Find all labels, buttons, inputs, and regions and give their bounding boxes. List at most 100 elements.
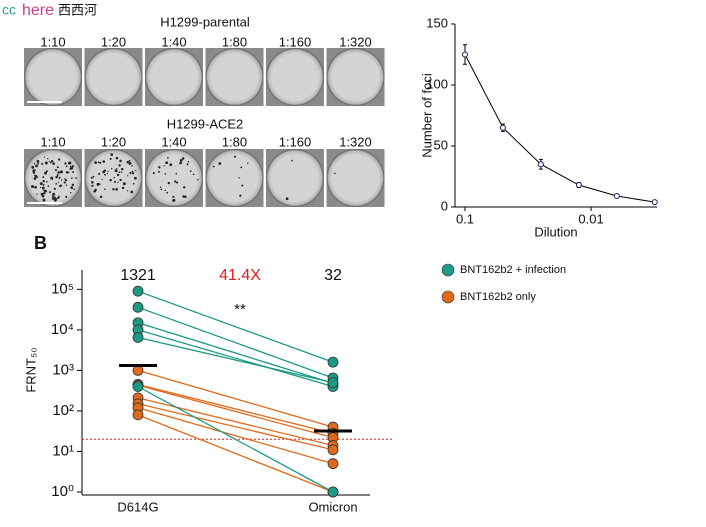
point (651, 199, 658, 206)
focus (111, 168, 113, 170)
dilution-label: 1:320 (339, 34, 372, 49)
focus (65, 165, 68, 168)
focus (34, 169, 36, 171)
focus (159, 186, 162, 188)
focus (115, 187, 118, 191)
focus (31, 185, 35, 189)
dot (327, 377, 339, 389)
dot (132, 285, 144, 297)
focus (218, 162, 222, 165)
focus (122, 182, 126, 186)
focus (67, 171, 70, 174)
focus (134, 176, 137, 180)
focus (112, 188, 115, 191)
y-tick-label: 100 (426, 76, 448, 91)
focus (73, 188, 75, 191)
focus (109, 178, 112, 182)
focus (33, 162, 36, 165)
focus (57, 181, 60, 184)
focus (189, 170, 192, 173)
focus (118, 171, 121, 174)
well (205, 48, 264, 106)
focus (164, 173, 167, 175)
focus (45, 180, 48, 183)
focus (69, 191, 72, 194)
well (24, 48, 82, 106)
focus (36, 160, 40, 163)
focus (72, 171, 75, 174)
focus (43, 192, 46, 195)
pair-line (137, 322, 334, 384)
focus (50, 176, 54, 180)
focus (131, 165, 133, 167)
point (575, 182, 582, 189)
focus (48, 160, 50, 163)
focus (51, 178, 53, 181)
focus (172, 199, 175, 202)
focus (42, 183, 45, 186)
geomean-label: 1321 (120, 267, 156, 284)
focus (42, 198, 46, 202)
focus (44, 171, 47, 175)
pair-line (137, 336, 334, 384)
dot (132, 409, 144, 421)
focus (58, 176, 61, 179)
focus (41, 186, 45, 190)
focus (131, 170, 134, 173)
dot (327, 444, 339, 456)
focus (65, 171, 69, 174)
well (266, 48, 324, 106)
focus (128, 161, 132, 165)
focus (98, 183, 101, 185)
focus (35, 164, 38, 168)
pair-line (137, 384, 334, 439)
focus (174, 180, 177, 183)
dilution-label: 1:40 (161, 34, 186, 49)
focus (53, 187, 56, 190)
focus (55, 175, 58, 179)
pair-line (137, 369, 334, 428)
focus (192, 173, 195, 176)
focus (58, 195, 60, 198)
focus (48, 191, 51, 194)
significance: ** (234, 301, 246, 318)
fold-change: 41.4X (219, 267, 261, 284)
focus (158, 170, 160, 173)
focus (118, 164, 121, 167)
focus (65, 195, 68, 198)
focus (49, 161, 52, 164)
x-tick-label: 0.1 (456, 211, 474, 226)
focus (92, 175, 95, 178)
focus (39, 186, 42, 189)
watermark-site: 西西河 (58, 2, 97, 17)
focus (43, 189, 46, 192)
focus (96, 182, 100, 186)
focus (59, 170, 63, 174)
focus (160, 188, 163, 191)
point (537, 161, 544, 168)
point (613, 193, 620, 200)
x-axis-label: Dilution (534, 224, 577, 239)
focus (285, 197, 289, 201)
focus (110, 153, 114, 156)
well (145, 48, 203, 106)
well (145, 149, 203, 207)
focus (103, 169, 107, 172)
panel-label: B (34, 233, 47, 253)
well (205, 149, 264, 207)
watermark-word: here (22, 2, 54, 19)
focus (238, 177, 240, 179)
focus (64, 178, 66, 180)
focus (167, 156, 169, 159)
focus (68, 161, 72, 165)
focus (52, 192, 56, 196)
watermark-prefix: cc (2, 2, 16, 18)
focus (119, 178, 122, 182)
focus (42, 176, 45, 179)
line (464, 54, 655, 203)
focus (109, 157, 112, 160)
focus (99, 161, 102, 164)
well (326, 149, 385, 207)
focus (115, 156, 119, 160)
focus (106, 172, 108, 175)
